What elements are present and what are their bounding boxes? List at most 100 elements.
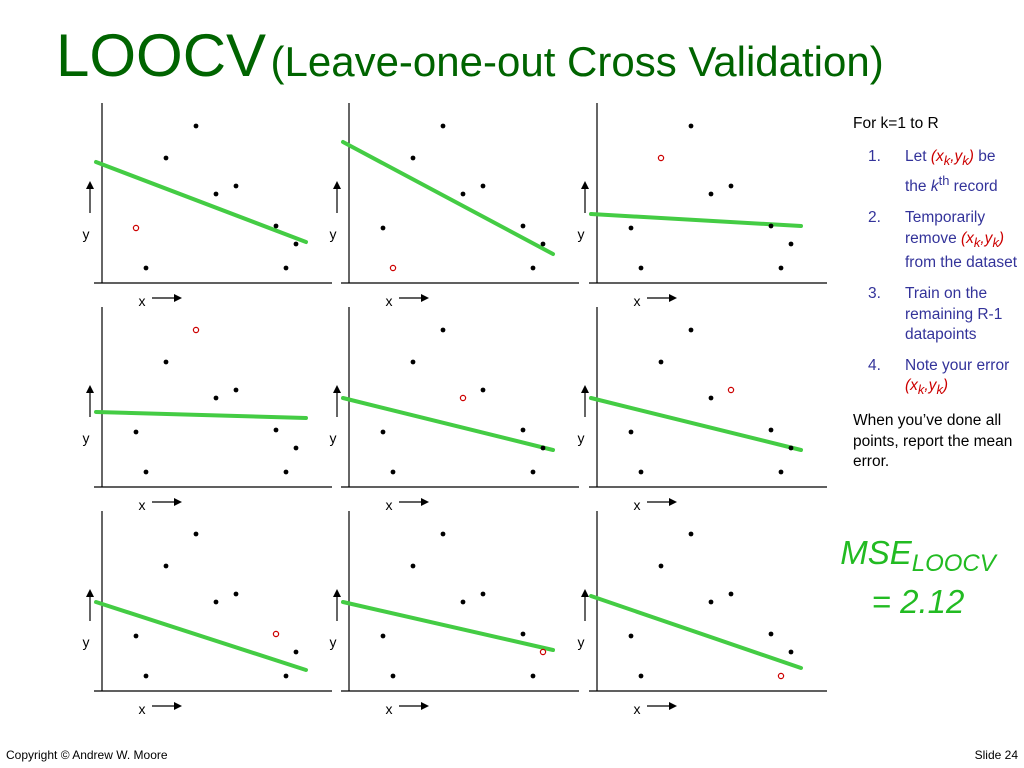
data-point xyxy=(283,265,289,271)
data-point xyxy=(520,223,526,229)
panel-2: yx xyxy=(330,103,579,309)
data-point xyxy=(233,387,239,393)
data-point xyxy=(283,673,289,679)
data-point xyxy=(273,427,279,433)
y-axis-label: y xyxy=(578,430,585,446)
data-point xyxy=(293,649,299,655)
panel-5: yx xyxy=(330,307,579,513)
data-point xyxy=(460,191,466,197)
data-point xyxy=(540,445,546,451)
panel-9: yx xyxy=(578,511,827,717)
data-point xyxy=(293,241,299,247)
y-axis-label: y xyxy=(83,226,90,242)
x-axis-label: x xyxy=(634,497,641,513)
x-arrow-head xyxy=(421,294,429,302)
fit-line xyxy=(589,594,803,670)
data-point xyxy=(233,591,239,597)
data-point xyxy=(283,469,289,475)
x-axis-label: x xyxy=(139,293,146,309)
data-point xyxy=(440,531,446,537)
heldout-point xyxy=(727,386,735,394)
data-point xyxy=(708,395,714,401)
data-point xyxy=(728,183,734,189)
slide-title: LOOCV (Leave-one-out Cross Validation) xyxy=(56,26,884,86)
data-point xyxy=(658,563,664,569)
steps-list: 1. Let (xk,yk) be the kth record 2. Temp… xyxy=(853,147,1021,401)
data-point xyxy=(440,327,446,333)
mse-result: MSELOOCV = 2.12 xyxy=(838,534,998,621)
x-arrow-head xyxy=(174,702,182,710)
data-point xyxy=(658,359,664,365)
heldout-point xyxy=(192,326,200,334)
data-point xyxy=(688,123,694,129)
heldout-point xyxy=(459,394,467,402)
x-arrow-head xyxy=(174,294,182,302)
x-axis-label: x xyxy=(386,293,393,309)
data-point xyxy=(480,183,486,189)
data-point xyxy=(728,591,734,597)
heldout-point xyxy=(539,648,547,656)
title-subtitle: (Leave-one-out Cross Validation) xyxy=(270,38,884,85)
y-arrow-head xyxy=(333,385,341,393)
data-point xyxy=(133,429,139,435)
record-label: (xk,yk) xyxy=(930,147,974,168)
data-point xyxy=(410,155,416,161)
y-arrow-head xyxy=(581,181,589,189)
data-point xyxy=(233,183,239,189)
data-point xyxy=(788,445,794,451)
data-point xyxy=(410,359,416,365)
data-point xyxy=(628,429,634,435)
panel-6: yx xyxy=(578,307,827,513)
data-point xyxy=(638,265,644,271)
y-axis-label: y xyxy=(330,226,337,242)
steps-outro: When you’ve done all points, report the … xyxy=(853,411,1013,471)
footer-slide-number: Slide 24 xyxy=(974,748,1018,762)
steps-intro: For k=1 to R xyxy=(853,115,939,132)
x-arrow-head xyxy=(421,702,429,710)
x-arrow-head xyxy=(669,498,677,506)
panel-3: yx xyxy=(578,103,827,309)
y-axis-label: y xyxy=(330,430,337,446)
x-arrow-head xyxy=(421,498,429,506)
data-point xyxy=(133,633,139,639)
x-arrow-head xyxy=(174,498,182,506)
data-point xyxy=(213,599,219,605)
x-axis-label: x xyxy=(386,497,393,513)
data-point xyxy=(143,469,149,475)
y-arrow-head xyxy=(86,385,94,393)
data-point xyxy=(380,429,386,435)
data-point xyxy=(708,191,714,197)
data-point xyxy=(163,563,169,569)
data-point xyxy=(380,225,386,231)
fit-line xyxy=(589,212,803,228)
data-point xyxy=(213,395,219,401)
data-point xyxy=(193,531,199,537)
data-point xyxy=(273,223,279,229)
data-point xyxy=(163,359,169,365)
footer-copyright: Copyright © Andrew W. Moore xyxy=(6,748,168,762)
data-point xyxy=(638,469,644,475)
fit-line xyxy=(94,160,308,244)
step-3: 3. Train on the remaining R-1 datapoints xyxy=(868,284,1003,344)
data-point xyxy=(193,123,199,129)
y-axis-label: y xyxy=(330,634,337,650)
mse-value: = 2.12 xyxy=(871,583,965,620)
panel-7: yx xyxy=(83,511,332,717)
step-4: 4. Note your error (xk,yk) xyxy=(868,356,1010,398)
panel-8: yx xyxy=(330,511,579,717)
y-arrow-head xyxy=(86,589,94,597)
y-arrow-head xyxy=(581,385,589,393)
data-point xyxy=(768,631,774,637)
data-point xyxy=(213,191,219,197)
fit-line xyxy=(341,140,555,256)
panel-4: yx xyxy=(83,307,332,513)
fit-line xyxy=(341,396,555,452)
title-main: LOOCV xyxy=(56,22,267,89)
panel-1: yx xyxy=(83,103,332,309)
x-axis-label: x xyxy=(139,701,146,717)
data-point xyxy=(788,649,794,655)
data-point xyxy=(520,631,526,637)
data-point xyxy=(530,265,536,271)
data-point xyxy=(540,241,546,247)
data-point xyxy=(708,599,714,605)
